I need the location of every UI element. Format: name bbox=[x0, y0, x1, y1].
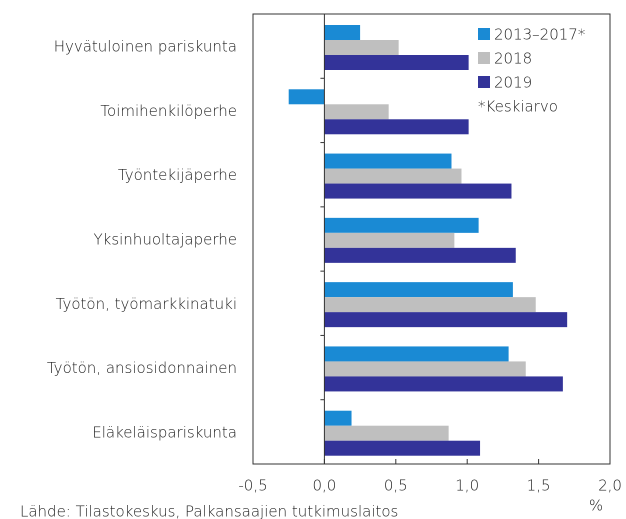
bar bbox=[324, 312, 568, 328]
legend-note: *Keskiarvo bbox=[478, 98, 558, 116]
bar bbox=[324, 410, 352, 426]
plot-frame bbox=[252, 13, 611, 465]
bar bbox=[324, 440, 481, 456]
bar bbox=[324, 376, 563, 392]
bar bbox=[324, 153, 452, 169]
y-tick-label: Työntekijäperhe bbox=[118, 166, 237, 184]
x-tick-label: 0,5 bbox=[384, 477, 408, 495]
x-tick-label: 1,5 bbox=[527, 477, 551, 495]
bar bbox=[324, 346, 509, 362]
bar bbox=[324, 217, 479, 233]
bar bbox=[324, 104, 389, 120]
bar bbox=[288, 89, 325, 105]
bar bbox=[324, 25, 361, 40]
x-tick-label: 1,0 bbox=[455, 477, 479, 495]
bar bbox=[324, 183, 512, 199]
legend-label: 2013–2017* bbox=[494, 26, 585, 44]
legend-swatch bbox=[478, 52, 490, 64]
bar bbox=[324, 40, 399, 55]
bar bbox=[324, 168, 462, 184]
legend-label: 2019 bbox=[494, 74, 532, 92]
bar bbox=[324, 232, 455, 248]
x-tick-label: 2,0 bbox=[598, 477, 622, 495]
legend-swatch bbox=[478, 28, 490, 40]
bar bbox=[324, 425, 449, 441]
bar bbox=[324, 119, 469, 135]
x-tick-label: -0,5 bbox=[238, 477, 267, 495]
y-tick-label: Eläkeläispariskunta bbox=[92, 423, 237, 441]
y-tick-label: Hyvätuloinen pariskunta bbox=[54, 38, 237, 56]
x-tick-label: 0,0 bbox=[312, 477, 336, 495]
bar bbox=[324, 297, 536, 313]
bar bbox=[324, 55, 469, 70]
legend-swatch bbox=[478, 76, 490, 88]
y-tick-label: Työtön, ansiosidonnainen bbox=[47, 359, 237, 377]
x-axis-label: % bbox=[589, 497, 603, 515]
y-tick-label: Työtön, työmarkkinatuki bbox=[56, 295, 237, 313]
bar bbox=[324, 247, 516, 263]
bar bbox=[324, 282, 513, 298]
source: Lähde: Tilastokeskus, Palkansaajien tutk… bbox=[20, 503, 398, 519]
y-tick-label: Toimihenkilöperhe bbox=[100, 102, 237, 120]
y-tick-label: Yksinhuoltajaperhe bbox=[93, 231, 237, 249]
legend-label: 2018 bbox=[494, 50, 532, 68]
bar bbox=[324, 361, 526, 377]
